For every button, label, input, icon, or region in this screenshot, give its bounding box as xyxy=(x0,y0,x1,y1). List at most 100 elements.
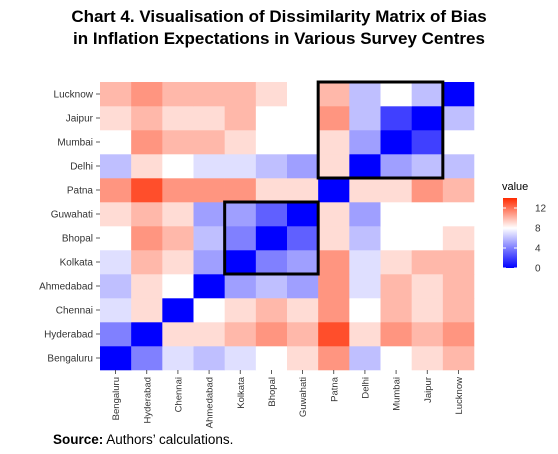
x-tick-label-bhopal: Bhopal xyxy=(267,377,278,407)
heatmap-cell-chennai-chennai xyxy=(162,298,194,323)
x-tick-label-patna: Patna xyxy=(329,376,340,402)
heatmap-cell-patna-mumbai xyxy=(380,178,412,203)
heatmap-cell-jaipur-jaipur xyxy=(411,106,444,131)
heatmap-cell-mumbai-bengaluru xyxy=(100,130,132,155)
y-axis-labels: Bengaluru Hyderabad Chennai Ahmedabad Kolkat… xyxy=(39,90,100,365)
y-tick-label-ahmedabad: Ahmedabad xyxy=(39,282,93,293)
heatmap-cell-mumbai-patna xyxy=(318,130,350,155)
heatmap-cell-guwahati-patna xyxy=(318,202,350,227)
heatmap-cell-guwahati-delhi xyxy=(349,202,381,227)
heatmap-cell-kolkata-delhi xyxy=(349,250,381,275)
heatmap-cell-lucknow-bhopal xyxy=(255,82,288,107)
heatmap-cell-kolkata-bengaluru xyxy=(100,250,132,275)
heatmap-cell-patna-ahmedabad xyxy=(193,178,225,203)
heatmap-cell-ahmedabad-delhi xyxy=(349,274,381,299)
heatmap-cell-hyderabad-ahmedabad xyxy=(193,322,225,347)
legend-tick-label: 0 xyxy=(535,264,541,275)
heatmap-cell-guwahati-jaipur xyxy=(411,202,444,227)
heatmap-cell-bhopal-bengaluru xyxy=(100,226,132,251)
x-tick-label-bengaluru: Bengaluru xyxy=(111,377,122,420)
y-tick-label-bengaluru: Bengaluru xyxy=(47,354,93,365)
heatmap-cell-jaipur-ahmedabad xyxy=(193,106,225,131)
heatmap-cell-kolkata-kolkata xyxy=(224,250,257,275)
color-legend: value 0 4 8 12 xyxy=(502,181,547,275)
heatmap-cell-bengaluru-mumbai xyxy=(380,346,412,371)
heatmap-cell-lucknow-patna xyxy=(318,82,350,107)
heatmap-cell-guwahati-guwahati xyxy=(287,202,319,227)
heatmap-cell-lucknow-guwahati xyxy=(287,82,319,107)
y-tick-label-chennai: Chennai xyxy=(56,306,93,317)
heatmap-cell-bengaluru-jaipur xyxy=(411,346,444,371)
heatmap-cell-patna-bhopal xyxy=(255,178,288,203)
legend-title: value xyxy=(502,181,528,193)
heatmap-cell-delhi-kolkata xyxy=(224,154,257,179)
x-tick-label-chennai: Chennai xyxy=(173,377,184,412)
heatmap-cell-kolkata-ahmedabad xyxy=(193,250,225,275)
y-tick-label-patna: Patna xyxy=(67,186,94,197)
heatmap-cell-lucknow-hyderabad xyxy=(131,82,163,107)
heatmap-cell-chennai-bengaluru xyxy=(100,298,132,323)
y-tick-label-guwahati: Guwahati xyxy=(51,210,93,221)
heatmap-cell-bhopal-patna xyxy=(318,226,350,251)
heatmap-cells xyxy=(100,82,475,371)
heatmap-cell-jaipur-chennai xyxy=(162,106,194,131)
heatmap-cell-patna-bengaluru xyxy=(100,178,132,203)
heatmap-cell-delhi-lucknow xyxy=(442,154,475,179)
heatmap-cell-kolkata-patna xyxy=(318,250,350,275)
heatmap-cell-guwahati-bengaluru xyxy=(100,202,132,227)
heatmap-cell-ahmedabad-chennai xyxy=(162,274,194,299)
legend-tick-label: 12 xyxy=(535,204,547,215)
heatmap-cell-patna-delhi xyxy=(349,178,381,203)
heatmap-cell-bhopal-chennai xyxy=(162,226,194,251)
heatmap-cell-jaipur-hyderabad xyxy=(131,106,163,131)
heatmap-cell-kolkata-bhopal xyxy=(255,250,288,275)
heatmap-cell-bengaluru-delhi xyxy=(349,346,381,371)
y-tick-label-bhopal: Bhopal xyxy=(62,234,93,245)
heatmap-cell-bhopal-lucknow xyxy=(442,226,475,251)
heatmap-cell-hyderabad-lucknow xyxy=(442,322,475,347)
heatmap-cell-patna-lucknow xyxy=(442,178,475,203)
heatmap-cell-lucknow-bengaluru xyxy=(100,82,132,107)
heatmap-cell-hyderabad-chennai xyxy=(162,322,194,347)
heatmap-cell-delhi-hyderabad xyxy=(131,154,163,179)
heatmap-cell-bengaluru-chennai xyxy=(162,346,194,371)
heatmap-cell-ahmedabad-kolkata xyxy=(224,274,257,299)
legend-colorbar xyxy=(503,198,517,268)
heatmap-cell-delhi-bhopal xyxy=(255,154,288,179)
x-tick-label-hyderabad: Hyderabad xyxy=(142,377,153,423)
heatmap-cell-delhi-patna xyxy=(318,154,350,179)
heatmap-cell-bhopal-ahmedabad xyxy=(193,226,225,251)
chart-title-line-1: Chart 4. Visualisation of Dissimilarity … xyxy=(71,7,487,26)
heatmap-cell-chennai-delhi xyxy=(349,298,381,323)
heatmap-cell-ahmedabad-patna xyxy=(318,274,350,299)
heatmap-cell-patna-kolkata xyxy=(224,178,257,203)
x-tick-label-guwahati: Guwahati xyxy=(298,377,309,417)
heatmap-cell-hyderabad-guwahati xyxy=(287,322,319,347)
heatmap-cell-mumbai-hyderabad xyxy=(131,130,163,155)
heatmap-cell-jaipur-bhopal xyxy=(255,106,288,131)
x-axis-labels: Bengaluru Hyderabad Chennai Ahmedabad Kolkat… xyxy=(111,370,465,428)
heatmap-cell-kolkata-hyderabad xyxy=(131,250,163,275)
heatmap-cell-bhopal-hyderabad xyxy=(131,226,163,251)
heatmap-cell-chennai-bhopal xyxy=(255,298,288,323)
heatmap-cell-mumbai-delhi xyxy=(349,130,381,155)
heatmap-cell-bengaluru-lucknow xyxy=(442,346,475,371)
heatmap-cell-delhi-bengaluru xyxy=(100,154,132,179)
heatmap-cell-lucknow-chennai xyxy=(162,82,194,107)
heatmap-cell-guwahati-hyderabad xyxy=(131,202,163,227)
x-tick-label-jaipur: Jaipur xyxy=(423,377,434,403)
heatmap-cell-bhopal-mumbai xyxy=(380,226,412,251)
heatmap-cell-jaipur-mumbai xyxy=(380,106,412,131)
x-tick-label-kolkata: Kolkata xyxy=(236,376,247,408)
heatmap-cell-guwahati-kolkata xyxy=(224,202,257,227)
heatmap-cell-lucknow-jaipur xyxy=(411,82,444,107)
heatmap-cell-kolkata-jaipur xyxy=(411,250,444,275)
source-text: Authors’ calculations. xyxy=(103,432,234,447)
heatmap-cell-mumbai-guwahati xyxy=(287,130,319,155)
heatmap-cell-guwahati-lucknow xyxy=(442,202,475,227)
heatmap-cell-jaipur-guwahati xyxy=(287,106,319,131)
heatmap-cell-chennai-kolkata xyxy=(224,298,257,323)
heatmap-cell-jaipur-kolkata xyxy=(224,106,257,131)
heatmap-cell-bhopal-bhopal xyxy=(255,226,288,251)
